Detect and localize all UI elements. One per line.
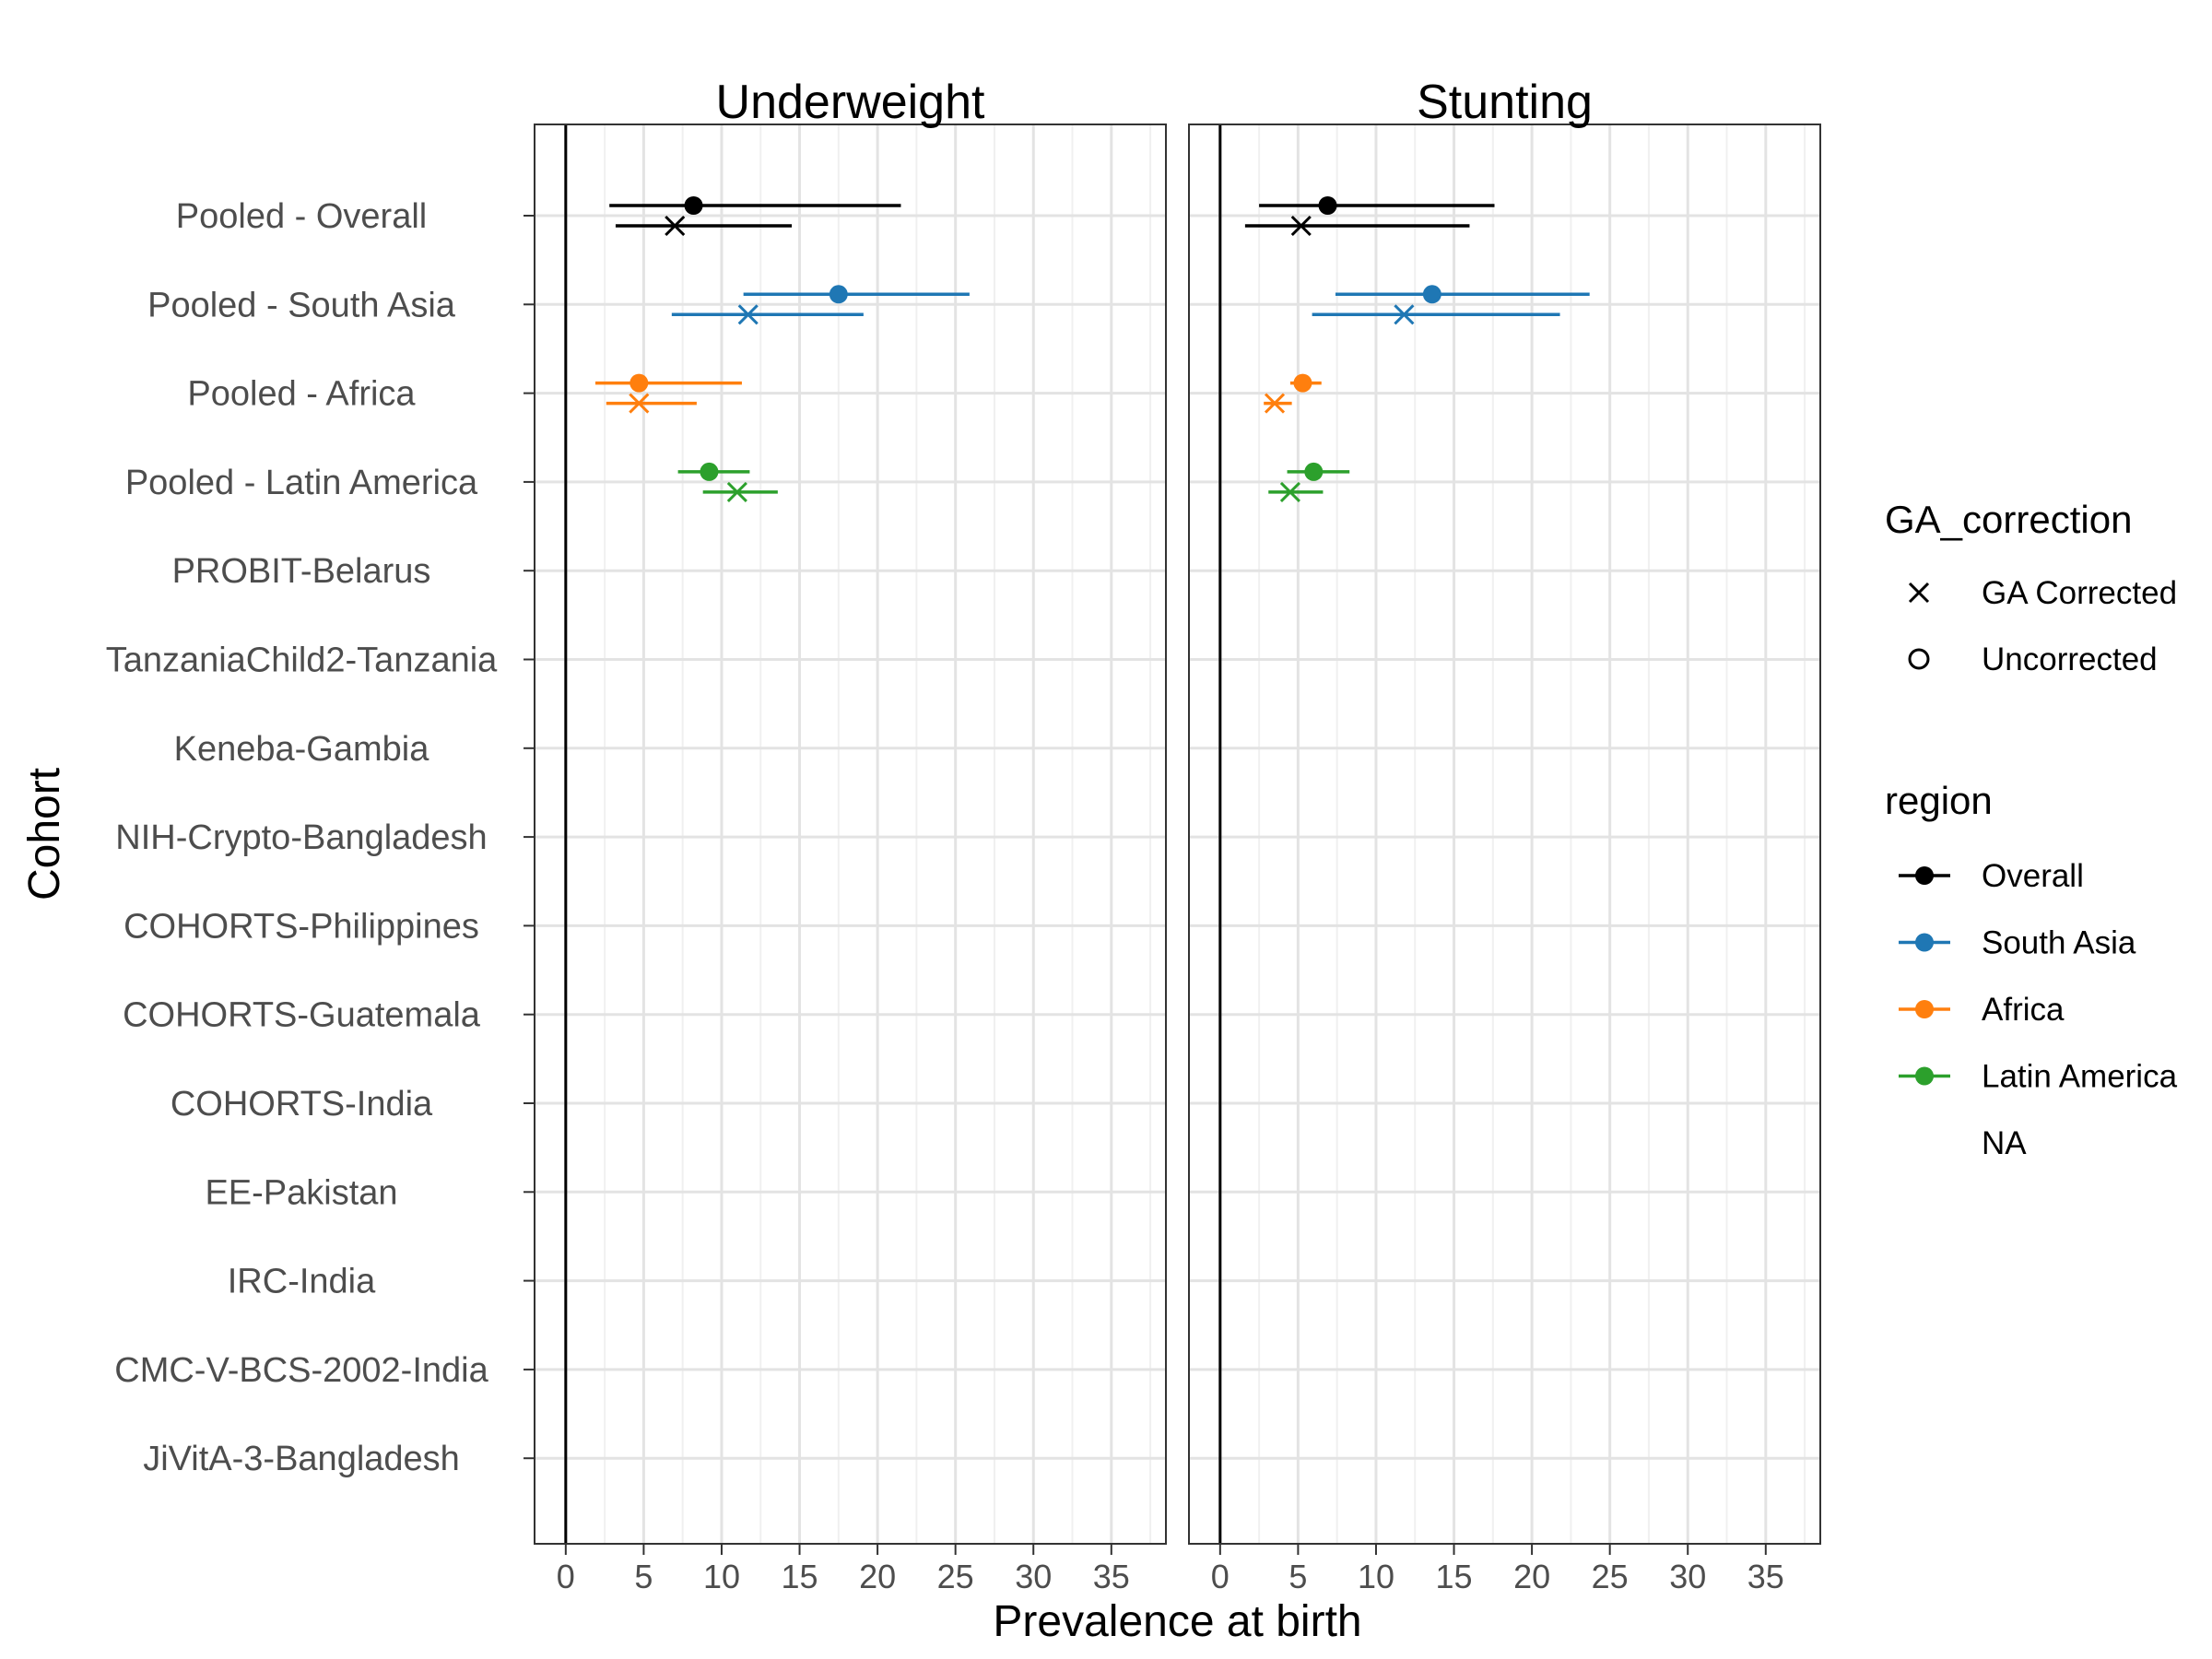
y-tick-label-nih-crypto-bangladesh: NIH-Crypto-Bangladesh	[115, 818, 487, 857]
x-tick-label-stunting: 10	[1358, 1558, 1394, 1595]
legend-label-south-asia: South Asia	[1982, 925, 2136, 961]
y-tick-label-cohorts-philippines: COHORTS-Philippines	[124, 907, 479, 946]
legend-key-dot-south-asia	[1915, 933, 1934, 952]
marks-underweight	[594, 196, 970, 502]
y-tick-label-tanzaniachild2-tanzania: TanzaniaChild2-Tanzania	[106, 641, 498, 680]
y-tick-label-pooled-latin-america: Pooled - Latin America	[125, 464, 478, 502]
legend-label-overall: Overall	[1982, 858, 2084, 894]
x-ticks-stunting: 0 5 10 15 20 25 30 35	[1211, 1544, 1784, 1595]
point-circle-pooled-south-asia-uncorrected-stunting	[1422, 285, 1441, 304]
legend-key-dot-overall	[1915, 866, 1934, 885]
x-tick-label-underweight: 0	[557, 1558, 575, 1595]
panel-title-underweight: Underweight	[716, 76, 985, 129]
point-cross-pooled-south-asia-ga-corrected-underweight	[737, 304, 759, 325]
point-circle-pooled-africa-uncorrected-stunting	[1293, 373, 1312, 393]
legend-label-latin-america: Latin America	[1982, 1059, 2178, 1095]
y-tick-label-ee-pakistan: EE-Pakistan	[205, 1173, 397, 1212]
legend-ga-correction-title: GA_correction	[1885, 498, 2132, 541]
point-circle-pooled-overall-uncorrected-underweight	[684, 196, 703, 215]
x-tick-label-stunting: 20	[1513, 1558, 1550, 1595]
x-tick-label-underweight: 15	[782, 1558, 818, 1595]
x-tick-label-stunting: 0	[1211, 1558, 1230, 1595]
point-cross-pooled-south-asia-ga-corrected-stunting	[1394, 304, 1415, 325]
y-tick-label-cmc-v-bcs-2002-india: CMC-V-BCS-2002-India	[114, 1351, 488, 1390]
point-circle-pooled-south-asia-uncorrected-underweight	[829, 285, 848, 304]
x-tick-label-stunting: 5	[1288, 1558, 1307, 1595]
grid-underweight	[535, 124, 1166, 1544]
y-tick-label-pooled-africa: Pooled - Africa	[187, 375, 416, 414]
legend-label-uncorrected: Uncorrected	[1982, 641, 2158, 677]
legend-ga-correction: GA_correction GA Corrected Uncorrected	[1885, 498, 2177, 677]
point-cross-pooled-overall-ga-corrected-underweight	[665, 215, 686, 237]
x-tick-label-underweight: 25	[937, 1558, 974, 1595]
legend-key-circle-icon	[1908, 648, 1930, 670]
point-cross-pooled-latin-america-ga-corrected-stunting	[1279, 481, 1301, 502]
x-axis-title: Prevalence at birth	[993, 1597, 1361, 1646]
point-circle-pooled-africa-uncorrected-underweight	[629, 373, 649, 393]
y-axis-title: Cohort	[20, 768, 69, 900]
x-ticks-underweight: 0 5 10 15 20 25 30 35	[557, 1544, 1130, 1595]
x-tick-label-underweight: 30	[1015, 1558, 1052, 1595]
y-tick-label-irc-india: IRC-India	[228, 1263, 376, 1301]
y-tick-label-pooled-overall: Pooled - Overall	[176, 197, 427, 236]
y-tick-label-pooled-south-asia: Pooled - South Asia	[147, 286, 456, 324]
point-circle-pooled-overall-uncorrected-stunting	[1318, 196, 1337, 215]
y-tick-label-jivita-3-bangladesh: JiVitA-3-Bangladesh	[143, 1440, 460, 1478]
legend-region-title: region	[1885, 779, 1993, 822]
legend-key-dot-latin-america	[1915, 1066, 1934, 1086]
x-tick-label-underweight: 20	[859, 1558, 896, 1595]
panel-border-stunting	[1188, 124, 1821, 1545]
y-tick-label-cohorts-guatemala: COHORTS-Guatemala	[123, 996, 481, 1035]
marks-stunting	[1244, 196, 1590, 502]
point-circle-pooled-latin-america-uncorrected-stunting	[1304, 462, 1324, 481]
y-axis-cohorts: Pooled - Overall Pooled - South Asia Poole…	[106, 197, 535, 1478]
point-cross-pooled-overall-ga-corrected-stunting	[1290, 215, 1312, 237]
legend-label-africa: Africa	[1982, 992, 2065, 1028]
x-tick-label-stunting: 30	[1669, 1558, 1706, 1595]
legend-label-ga-corrected: GA Corrected	[1982, 575, 2177, 611]
panel-title-stunting: Stunting	[1417, 76, 1593, 129]
legend-key-dot-africa	[1915, 1000, 1934, 1018]
panel-border-underweight	[534, 124, 1167, 1545]
x-tick-label-stunting: 25	[1592, 1558, 1629, 1595]
legend-label-na: NA	[1982, 1125, 2027, 1161]
x-tick-label-underweight: 5	[634, 1558, 653, 1595]
point-cross-pooled-latin-america-ga-corrected-underweight	[726, 481, 747, 502]
point-cross-pooled-africa-ga-corrected-underweight	[629, 393, 650, 414]
legend-key-cross-icon	[1908, 582, 1930, 604]
y-tick-label-probit-belarus: PROBIT-Belarus	[172, 552, 431, 591]
x-tick-label-underweight: 35	[1093, 1558, 1130, 1595]
legend-region: region Overall South Asia Africa Latin Amer…	[1885, 779, 2178, 1161]
point-circle-pooled-latin-america-uncorrected-underweight	[700, 462, 719, 481]
point-cross-pooled-africa-ga-corrected-stunting	[1264, 393, 1286, 414]
x-tick-label-stunting: 15	[1436, 1558, 1473, 1595]
panel-stunting: 0 5 10 15 20 25 30 35 Stunting	[1188, 76, 1821, 1595]
x-tick-label-underweight: 10	[703, 1558, 740, 1595]
y-tick-label-keneba-gambia: Keneba-Gambia	[174, 730, 430, 769]
panel-underweight: 0 5 10 15 20 25 30 35 Underweight	[534, 76, 1167, 1595]
x-tick-label-stunting: 35	[1747, 1558, 1784, 1595]
y-tick-label-cohorts-india: COHORTS-India	[171, 1085, 433, 1124]
